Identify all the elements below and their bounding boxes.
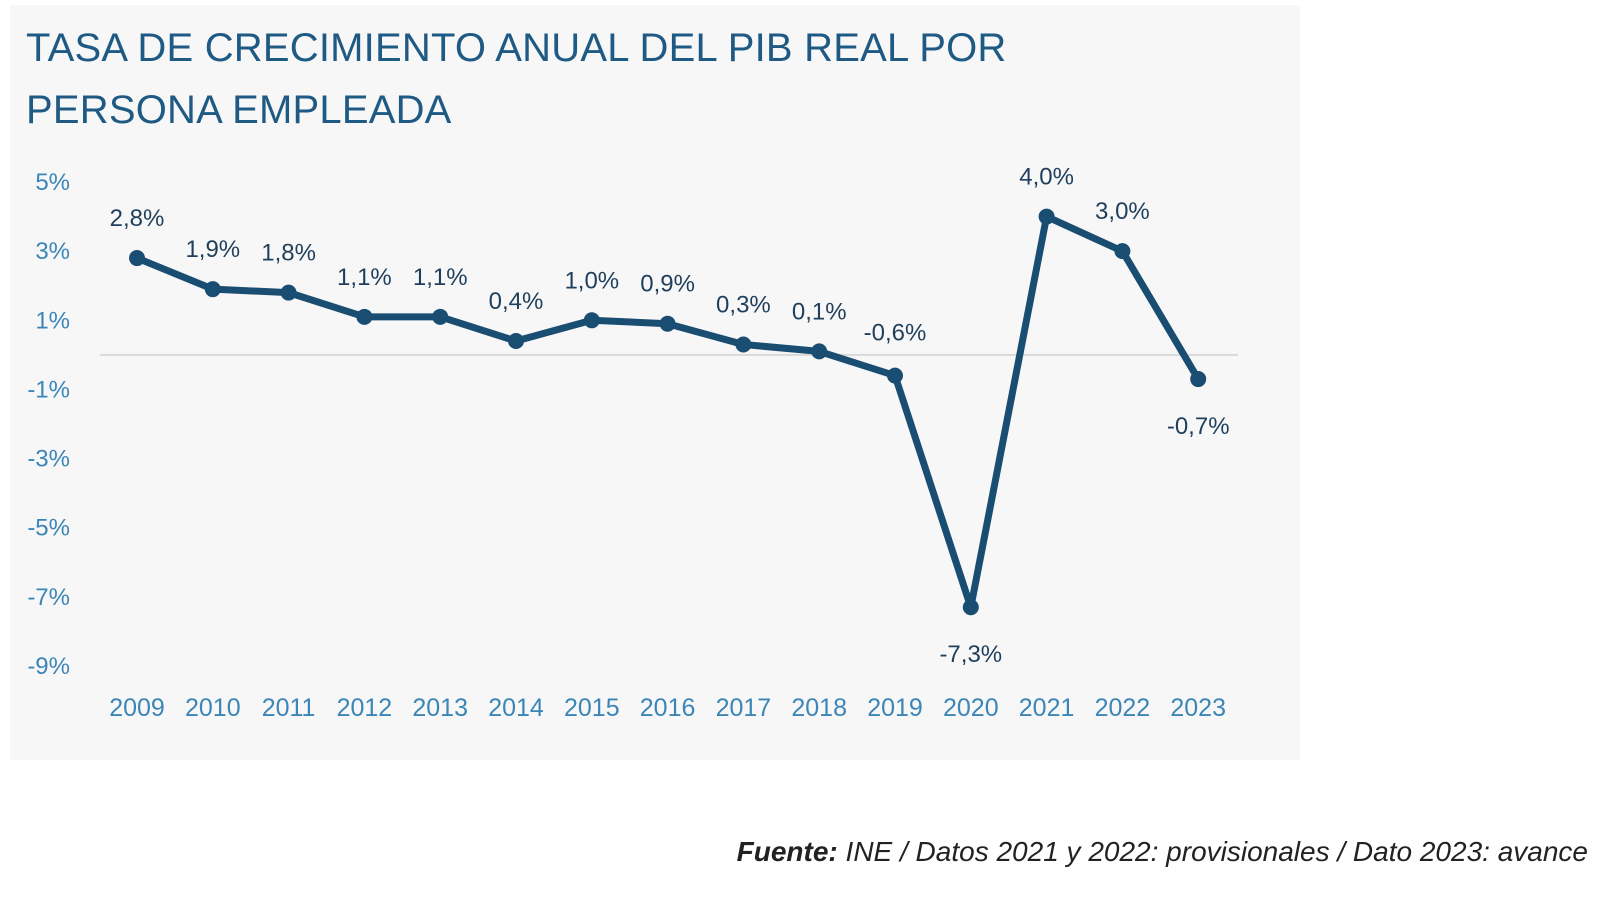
source-note: Fuente: INE / Datos 2021 y 2022: provisi… bbox=[737, 836, 1588, 868]
chart-title: TASA DE CRECIMIENTO ANUAL DEL PIB REAL P… bbox=[26, 26, 1007, 132]
y-tick-label: 5% bbox=[35, 169, 70, 196]
x-tick-label: 2019 bbox=[867, 694, 923, 722]
y-tick-label: -5% bbox=[27, 515, 70, 542]
y-tick-label: -3% bbox=[27, 446, 70, 473]
x-tick-label: 2013 bbox=[412, 694, 468, 722]
y-tick-label: 1% bbox=[35, 307, 70, 334]
x-tick-label: 2009 bbox=[109, 694, 165, 722]
x-tick-label: 2011 bbox=[262, 694, 316, 722]
data-point bbox=[1190, 371, 1207, 388]
data-label: 1,0% bbox=[564, 267, 619, 294]
y-tick-label: -7% bbox=[27, 584, 70, 611]
data-point bbox=[129, 250, 145, 267]
source-label: Fuente: bbox=[736, 836, 838, 867]
data-label: 4,0% bbox=[1019, 164, 1074, 191]
data-label: 2,8% bbox=[110, 205, 165, 232]
x-tick-label: 2023 bbox=[1170, 694, 1226, 722]
source-text: INE / Datos 2021 y 2022: provisionales /… bbox=[837, 836, 1588, 867]
data-point bbox=[432, 308, 449, 325]
y-tick-label: 3% bbox=[35, 238, 70, 265]
chart-panel: TASA DE CRECIMIENTO ANUAL DEL PIB REAL P… bbox=[10, 5, 1300, 760]
data-point bbox=[280, 284, 297, 301]
data-label: 0,3% bbox=[716, 291, 771, 318]
x-tick-label: 2012 bbox=[337, 694, 393, 722]
data-label: 1,8% bbox=[261, 240, 316, 267]
data-point bbox=[887, 367, 903, 384]
data-point bbox=[962, 599, 979, 616]
data-label: -7,3% bbox=[939, 641, 1002, 668]
x-tick-label: 2021 bbox=[1019, 694, 1075, 722]
data-point bbox=[1114, 243, 1131, 260]
data-point bbox=[356, 308, 373, 325]
x-tick-label: 2015 bbox=[564, 694, 620, 722]
data-label: 0,9% bbox=[640, 271, 695, 298]
y-tick-label: -9% bbox=[27, 653, 70, 680]
data-point bbox=[811, 343, 828, 360]
x-tick-label: 2020 bbox=[943, 694, 999, 722]
data-point bbox=[659, 315, 676, 332]
data-label: 1,1% bbox=[337, 264, 392, 291]
data-label: 1,1% bbox=[413, 264, 468, 291]
x-tick-label: 2018 bbox=[791, 694, 847, 722]
data-point bbox=[204, 281, 221, 298]
x-tick-label: 2022 bbox=[1095, 694, 1151, 722]
data-point bbox=[1038, 208, 1055, 225]
data-label: 3,0% bbox=[1095, 198, 1150, 225]
x-tick-label: 2016 bbox=[640, 694, 696, 722]
x-tick-label: 2017 bbox=[716, 694, 772, 722]
y-tick-label: -1% bbox=[27, 376, 70, 403]
data-label: 0,4% bbox=[489, 288, 544, 315]
data-point bbox=[508, 333, 524, 350]
data-label: -0,7% bbox=[1167, 413, 1230, 440]
data-label: 0,1% bbox=[792, 298, 847, 325]
x-tick-label: 2014 bbox=[488, 694, 544, 722]
data-point bbox=[583, 312, 600, 329]
data-label: 1,9% bbox=[185, 236, 240, 263]
data-point bbox=[735, 336, 752, 353]
x-tick-label: 2010 bbox=[185, 694, 241, 722]
data-label: -0,6% bbox=[864, 320, 927, 347]
